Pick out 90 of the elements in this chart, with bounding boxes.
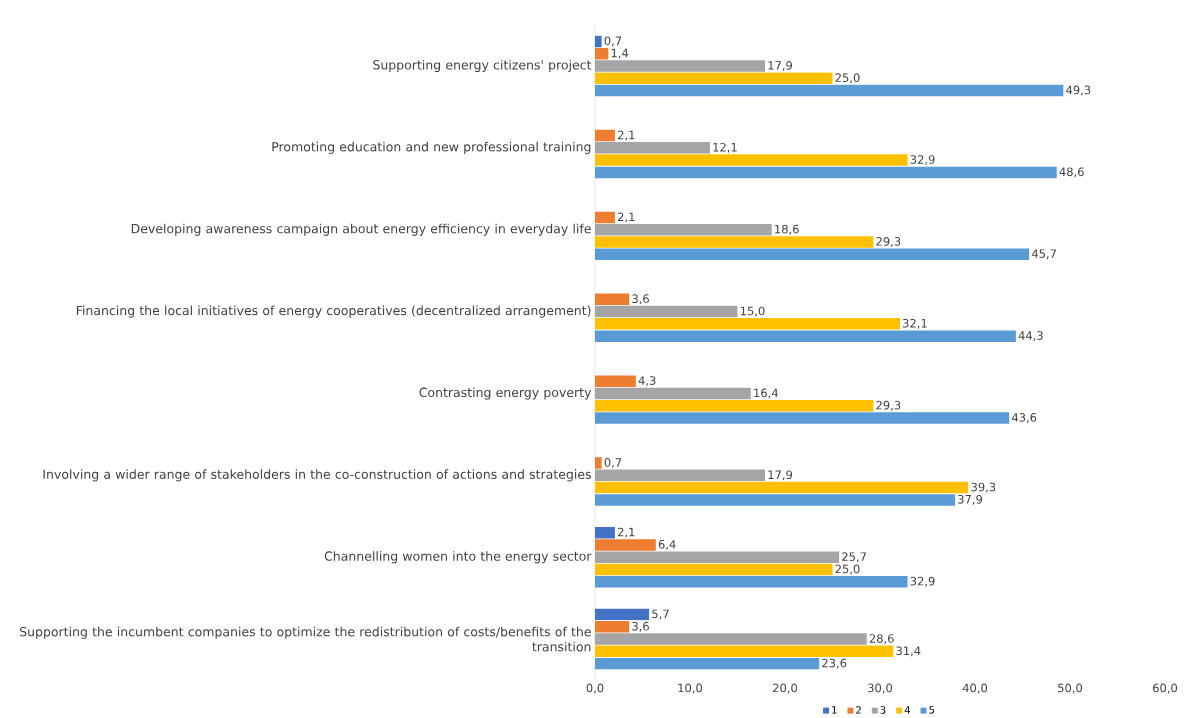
- bar: [594, 60, 766, 72]
- data-label: 0,7: [604, 458, 622, 468]
- bar: [594, 211, 615, 224]
- bar: [594, 633, 867, 645]
- bar: [594, 563, 833, 576]
- data-label: 5,7: [652, 609, 669, 620]
- data-label: 48,6: [1059, 167, 1084, 178]
- bar: [594, 47, 609, 60]
- data-label: 3,6: [632, 294, 649, 305]
- data-label: 17,9: [768, 470, 793, 481]
- bar: [594, 72, 833, 84]
- legend-label: 2: [856, 706, 861, 714]
- bar: [594, 576, 908, 588]
- bar: [594, 608, 650, 621]
- y-tick-label: Supporting energy citizens' project: [373, 59, 592, 73]
- data-label: 29,3: [876, 237, 901, 247]
- bar: [594, 223, 772, 236]
- bar: [594, 154, 908, 166]
- data-label: 2,1: [617, 212, 635, 223]
- data-label: 29,3: [876, 400, 901, 411]
- data-label: 1,4: [611, 48, 629, 59]
- bar: [594, 494, 956, 506]
- bar: [594, 469, 766, 482]
- bar: [594, 457, 602, 469]
- y-tick-label: Involving a wider range of stakeholders in the co-construction of actions and strategies: [43, 469, 591, 482]
- data-label: 25,0: [835, 564, 860, 575]
- bar: [594, 412, 1010, 424]
- data-label: 15,0: [740, 306, 765, 317]
- bar: [594, 481, 969, 494]
- y-tick-label: Supporting the incumbent companies to optimize the redistribution of costs/benefits of the transition: [19, 626, 591, 652]
- y-tick-label: Developing awareness campaign about energy efficiency in everyday life: [131, 223, 591, 236]
- bar: [594, 645, 894, 658]
- bar: [594, 166, 1057, 179]
- data-label: 39,3: [971, 482, 996, 493]
- data-label: 12,1: [713, 142, 737, 153]
- data-label: 25,7: [842, 552, 866, 563]
- data-label: 37,9: [958, 494, 983, 505]
- y-tick-label: Contrasting energy poverty: [419, 387, 592, 400]
- data-label: 31,4: [896, 646, 921, 657]
- data-label: 23,6: [822, 658, 847, 669]
- bar: [594, 330, 1016, 342]
- legend-label: 4: [904, 706, 910, 714]
- data-label: 0,7: [604, 36, 622, 47]
- x-tick-label: 10,0: [678, 683, 703, 694]
- bar: [594, 621, 630, 633]
- data-label: 16,4: [754, 388, 778, 399]
- data-label: 25,0: [835, 73, 860, 84]
- x-tick-label: 0,0: [586, 683, 604, 694]
- data-label: 3,6: [632, 621, 649, 632]
- x-tick-label: 40,0: [962, 683, 988, 694]
- data-label: 44,3: [1018, 331, 1043, 342]
- data-label: 45,7: [1031, 249, 1056, 260]
- x-tick-label: 60,0: [1153, 683, 1178, 694]
- bar: [594, 236, 874, 248]
- bar: [594, 539, 656, 551]
- bar: [594, 129, 615, 142]
- bar: [594, 551, 840, 563]
- data-label: 6,4: [658, 539, 676, 550]
- bar: [594, 318, 900, 330]
- data-label: 28,6: [869, 634, 894, 645]
- bar: [594, 84, 1064, 97]
- legend-label: 3: [880, 706, 886, 714]
- bar: [594, 526, 615, 539]
- bar: [594, 657, 820, 670]
- x-tick-label: 50,0: [1058, 683, 1083, 694]
- data-label: 32,9: [910, 155, 935, 166]
- bar: [594, 35, 602, 48]
- bar: [594, 305, 738, 318]
- bar: [594, 142, 710, 154]
- data-label: 32,9: [910, 576, 935, 587]
- data-label: 43,6: [1011, 413, 1037, 423]
- data-label: 2,1: [617, 130, 635, 141]
- data-label: 49,3: [1066, 85, 1091, 96]
- bar: [594, 375, 636, 387]
- data-label: 17,9: [768, 61, 793, 71]
- bar: [594, 248, 1030, 261]
- bar: [594, 293, 630, 306]
- legend-label: 5: [929, 706, 935, 714]
- data-label: 4,3: [638, 376, 656, 387]
- data-label: 18,6: [775, 224, 799, 235]
- x-tick-label: 30,0: [868, 683, 893, 694]
- data-label: 2,1: [617, 527, 635, 538]
- data-label: 32,1: [903, 318, 927, 329]
- x-tick-label: 20,0: [773, 683, 798, 694]
- bar: [594, 387, 751, 400]
- y-tick-label: Financing the local initiatives of energy cooperatives (decentralized arrangement): [76, 305, 591, 318]
- legend-label: 1: [832, 706, 837, 714]
- y-tick-label: Channelling women into the energy sector: [324, 551, 592, 564]
- y-tick-label: Promoting education and new professional training: [272, 141, 591, 154]
- bar: [594, 399, 874, 412]
